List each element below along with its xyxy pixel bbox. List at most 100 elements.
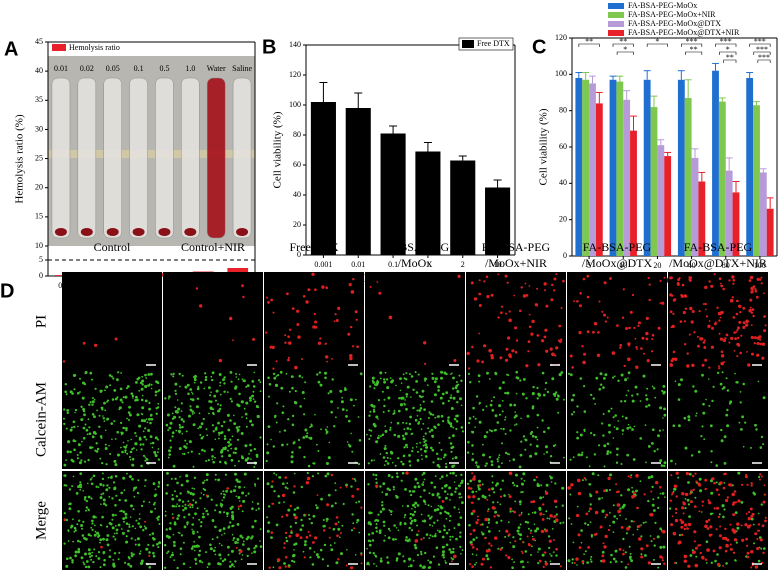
cell-dot bbox=[208, 563, 211, 566]
cell-dot bbox=[537, 363, 540, 366]
cell-dot bbox=[525, 397, 527, 399]
cell-dot bbox=[74, 412, 76, 414]
cell-dot bbox=[384, 535, 386, 537]
cell-dot bbox=[486, 462, 488, 464]
image-bg bbox=[567, 272, 667, 371]
cell-dot bbox=[576, 514, 579, 517]
cell-dot bbox=[106, 463, 108, 465]
cell-dot bbox=[676, 495, 678, 497]
cell-dot bbox=[758, 560, 761, 563]
cell-dot bbox=[96, 532, 99, 535]
cell-dot bbox=[150, 443, 152, 445]
cell-dot bbox=[405, 471, 408, 474]
cell-dot bbox=[79, 541, 81, 543]
cell-dot bbox=[513, 458, 516, 461]
cell-dot bbox=[714, 507, 716, 509]
cell-dot bbox=[370, 435, 372, 437]
cell-dot bbox=[674, 488, 677, 491]
cell-dot bbox=[531, 431, 533, 433]
cell-dot bbox=[140, 562, 143, 565]
cell-dot bbox=[382, 482, 385, 485]
cell-dot bbox=[627, 488, 630, 491]
cell-dot bbox=[578, 492, 581, 495]
cell-dot bbox=[106, 401, 108, 403]
cell-dot bbox=[152, 552, 155, 555]
cell-dot bbox=[763, 396, 766, 399]
cell-dot bbox=[553, 551, 555, 553]
cell-dot bbox=[702, 505, 704, 507]
cell-dot bbox=[471, 346, 473, 348]
cell-dot bbox=[328, 494, 331, 497]
cell-dot bbox=[675, 463, 677, 465]
cell-dot bbox=[305, 435, 308, 438]
cell-dot bbox=[177, 514, 180, 517]
cell-dot bbox=[94, 525, 96, 527]
cell-dot bbox=[572, 558, 574, 560]
cell-dot bbox=[730, 544, 732, 546]
y-tick-label: 40 bbox=[293, 190, 301, 199]
cell-dot bbox=[217, 479, 220, 482]
cell-dot bbox=[440, 458, 442, 460]
cell-dot bbox=[484, 518, 487, 521]
cell-dot bbox=[95, 486, 97, 488]
cell-dot bbox=[368, 533, 370, 535]
cell-dot bbox=[80, 524, 83, 527]
cell-dot bbox=[89, 432, 92, 435]
cell-dot bbox=[149, 534, 151, 536]
cell-dot bbox=[550, 348, 553, 351]
cell-dot bbox=[415, 371, 417, 373]
cell-dot bbox=[437, 458, 440, 461]
cell-dot bbox=[431, 373, 433, 375]
cell-dot bbox=[524, 449, 526, 451]
cell-dot bbox=[548, 535, 550, 537]
cell-dot bbox=[342, 408, 345, 411]
cell-dot bbox=[213, 413, 215, 415]
bar bbox=[610, 80, 617, 256]
cell-dot bbox=[646, 317, 649, 320]
cell-dot bbox=[468, 373, 470, 375]
cell-dot bbox=[223, 421, 225, 423]
cell-dot bbox=[349, 283, 352, 286]
cell-dot bbox=[486, 431, 488, 433]
cell-dot bbox=[317, 472, 319, 474]
cell-dot bbox=[237, 496, 240, 499]
cell-dot bbox=[193, 488, 195, 490]
cell-dot bbox=[90, 497, 92, 499]
cell-dot bbox=[391, 422, 393, 424]
cell-dot bbox=[587, 296, 590, 299]
cell-dot bbox=[100, 493, 102, 495]
cell-dot bbox=[688, 503, 690, 505]
cell-dot bbox=[609, 525, 611, 527]
cell-dot bbox=[592, 472, 595, 475]
cell-dot bbox=[628, 475, 630, 477]
cell-dot bbox=[423, 441, 425, 443]
error-bar bbox=[651, 96, 658, 107]
cell-dot bbox=[613, 558, 616, 561]
cell-dot bbox=[420, 551, 422, 553]
cell-dot bbox=[396, 527, 398, 529]
cell-dot bbox=[332, 378, 334, 380]
cell-dot bbox=[654, 450, 656, 452]
cell-dot bbox=[689, 473, 692, 476]
cell-dot bbox=[296, 310, 299, 313]
cell-dot bbox=[670, 276, 673, 279]
cell-dot bbox=[704, 525, 708, 529]
cell-dot bbox=[186, 524, 188, 526]
cell-dot bbox=[448, 486, 451, 489]
cell-dot bbox=[121, 528, 123, 530]
cell-dot bbox=[686, 364, 689, 367]
cell-dot bbox=[267, 530, 270, 533]
cell-dot bbox=[339, 536, 341, 538]
cell-dot bbox=[451, 557, 453, 559]
cell-dot bbox=[240, 505, 243, 508]
cell-dot bbox=[270, 299, 273, 302]
cell-dot bbox=[355, 480, 357, 482]
cell-dot bbox=[108, 445, 110, 447]
cell-dot bbox=[239, 481, 241, 483]
cell-dot bbox=[638, 537, 641, 540]
cell-dot bbox=[235, 373, 237, 375]
cell-dot bbox=[402, 397, 405, 400]
cell-dot bbox=[726, 377, 728, 379]
cell-dot bbox=[662, 492, 665, 495]
cell-dot bbox=[527, 415, 530, 418]
